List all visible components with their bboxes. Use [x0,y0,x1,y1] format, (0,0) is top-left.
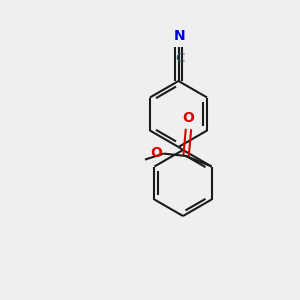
Text: O: O [182,111,194,125]
Text: O: O [151,146,162,160]
Text: C: C [175,52,184,65]
Text: N: N [174,29,185,44]
